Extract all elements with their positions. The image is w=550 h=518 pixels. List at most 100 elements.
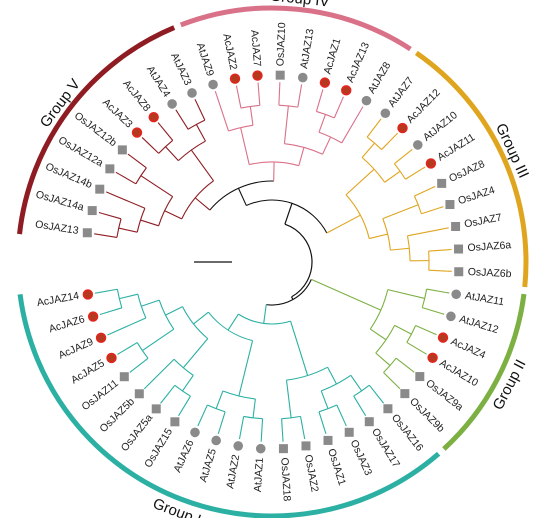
rice-square-marker — [301, 441, 311, 451]
rice-square-marker — [87, 206, 97, 216]
branch-line — [180, 395, 191, 413]
branch-line — [215, 390, 224, 409]
branch-arc — [207, 311, 253, 342]
arabidopsis-circle-marker — [208, 79, 218, 90]
leaf-label: OsJAZ10 — [274, 22, 288, 66]
arabidopsis-circle-marker — [167, 99, 177, 109]
leaf-branch — [321, 89, 324, 94]
leaf-label: AtJAZ12 — [458, 313, 500, 336]
leaf-branch — [422, 351, 427, 355]
leaf-label: AcJAZ9 — [57, 336, 96, 362]
branch-arc — [187, 119, 206, 130]
branch-arc — [369, 289, 389, 330]
rice-square-marker — [82, 228, 92, 238]
branch-line — [119, 173, 137, 185]
group-arc — [17, 294, 441, 518]
branch-line — [395, 357, 412, 371]
branch-line — [298, 147, 305, 166]
leaf-label: AcJAZ11 — [435, 131, 477, 163]
leaf-branch — [127, 153, 132, 157]
rice-square-marker — [344, 427, 354, 437]
branch-line — [227, 313, 239, 331]
pineapple-red-marker-core — [399, 124, 406, 132]
branch-arc — [406, 325, 417, 343]
branch-line — [353, 395, 365, 413]
branch-line — [190, 149, 214, 182]
branch-arc — [158, 299, 175, 330]
branch-arc — [286, 366, 328, 381]
leaf-branch — [214, 90, 218, 96]
leaf-branch — [235, 85, 238, 90]
branch-arc — [413, 195, 422, 214]
branch-line — [109, 192, 146, 209]
leaf-branch — [431, 185, 436, 189]
leaf-label: OsJAZ6b — [467, 266, 511, 280]
leaf-label: OsJAZ17 — [369, 426, 402, 470]
branch-line — [405, 168, 422, 180]
branch-line — [318, 411, 326, 431]
leaf-branch — [105, 191, 111, 194]
branch-line — [165, 146, 179, 161]
rice-square-marker — [278, 444, 288, 454]
pineapple-red-marker-core — [231, 75, 239, 83]
branch-arc — [366, 136, 382, 150]
branch-arc — [393, 163, 406, 180]
root-branch — [284, 203, 293, 225]
leaf-branch — [394, 132, 399, 137]
branch-line — [318, 114, 326, 133]
leaf-label: AtJAZ8 — [366, 60, 394, 96]
leaf-branch — [421, 166, 426, 170]
leaf-branch — [324, 429, 327, 434]
arabidopsis-circle-marker — [446, 311, 456, 322]
leaf-branch — [98, 211, 103, 215]
pineapple-red-marker-core — [108, 354, 115, 362]
group-arcs — [17, 5, 529, 518]
leaf-branch — [94, 292, 99, 294]
branch-line — [238, 340, 254, 397]
leaf-label: OsJAZ4 — [457, 184, 497, 207]
arabidopsis-circle-marker — [380, 108, 391, 119]
pineapple-red-marker-core — [97, 334, 105, 342]
group-arc — [414, 50, 529, 288]
branch-arc — [136, 342, 149, 359]
branch-line — [381, 135, 396, 150]
group-arc — [17, 25, 176, 235]
branch-line — [118, 227, 138, 233]
branch-arc — [353, 384, 370, 397]
rice-square-marker — [275, 70, 285, 80]
group-arc — [442, 293, 527, 451]
branch-arc — [316, 110, 335, 119]
leaf-label: AtJAZ11 — [464, 290, 505, 309]
branch-line — [164, 210, 182, 220]
branch-line — [382, 204, 419, 220]
branch-line — [194, 197, 211, 211]
branch-line — [421, 207, 440, 215]
leaf-label: OsJAZ18 — [278, 457, 293, 502]
leaf-label: AtJAZ3 — [168, 51, 194, 87]
branch-line — [333, 100, 343, 119]
branch-line — [249, 106, 254, 126]
branch-arc — [318, 404, 338, 413]
rice-square-marker — [105, 164, 115, 174]
branch-arc — [228, 124, 254, 132]
branch-line — [102, 213, 122, 220]
branch-line — [103, 307, 122, 314]
branch-line — [290, 320, 309, 376]
branch-line — [336, 404, 346, 423]
leaf-branch — [444, 227, 449, 230]
branch-line — [252, 398, 256, 418]
branch-line — [390, 247, 410, 251]
branch-line — [422, 307, 441, 314]
branch-line — [141, 299, 160, 307]
leaf-label: OsJAZ14a — [34, 188, 85, 213]
leaf-branch — [410, 369, 415, 373]
branch-arc — [207, 404, 226, 413]
branch-line — [110, 317, 147, 334]
leaf-label: OsJAZ14b — [44, 161, 95, 191]
branch-line — [341, 109, 362, 144]
leaf-label: OsJAZ2 — [302, 454, 321, 494]
rice-square-marker — [117, 145, 127, 155]
branch-arc — [182, 306, 209, 340]
branch-line — [320, 390, 329, 409]
